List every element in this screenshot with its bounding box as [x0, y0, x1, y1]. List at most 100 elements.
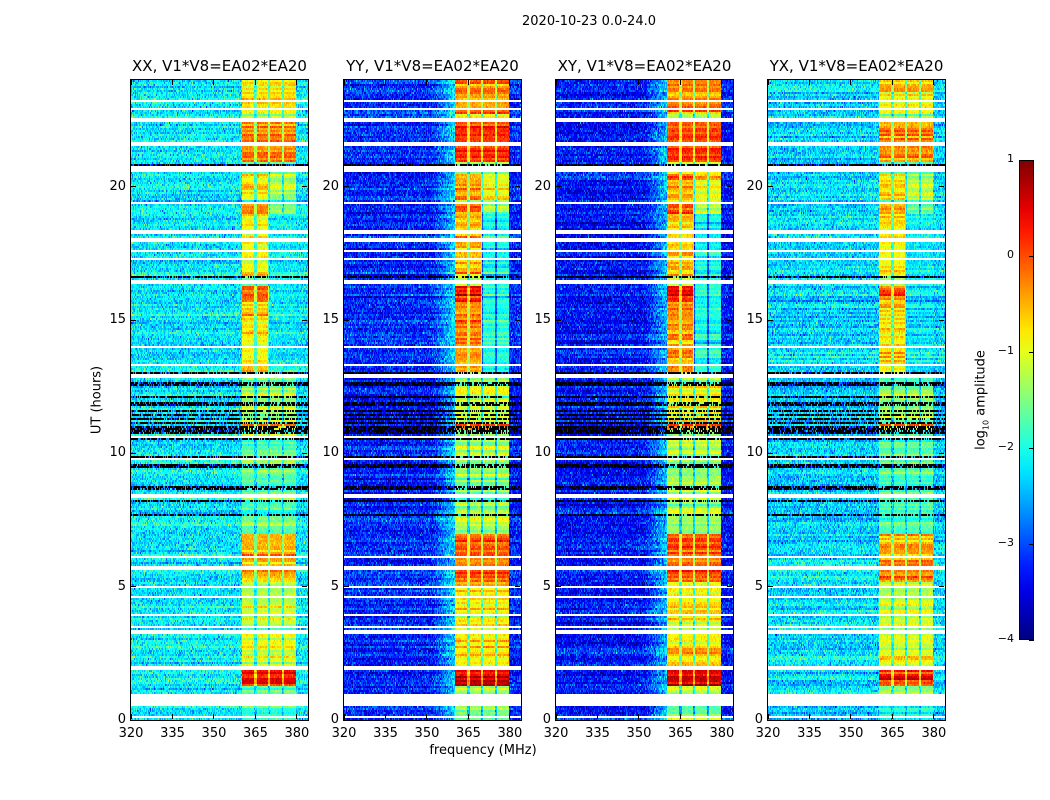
colorbar-tick-label: −4 — [997, 632, 1014, 645]
panel-yx: YX, V1*V8=EA02*EA20 320 335 350 365 380 0 5 10 1… — [746, 57, 946, 741]
x-tick-mark — [384, 80, 386, 85]
x-tick-mark — [721, 80, 723, 85]
x-tick-label: 335 — [160, 726, 185, 741]
y-tick-mark — [556, 319, 561, 321]
y-tick-mark — [302, 319, 307, 321]
y-tick-mark — [939, 719, 944, 721]
x-tick-mark — [679, 714, 681, 719]
x-tick-mark — [767, 714, 769, 719]
x-tick-label: 365 — [456, 726, 481, 741]
y-tick-mark — [768, 719, 773, 721]
x-tick-mark — [213, 80, 215, 85]
x-tick-mark — [213, 714, 215, 719]
panel-xy: XY, V1*V8=EA02*EA20 320 335 350 365 380 0 5 10 1… — [534, 57, 734, 741]
y-tick-label: 0 — [117, 712, 126, 727]
panel-title: YX, V1*V8=EA02*EA20 — [769, 57, 944, 75]
y-tick-label: 0 — [330, 712, 339, 727]
x-tick-label: 320 — [755, 726, 781, 741]
colorbar-label: log10 amplitude — [974, 350, 991, 450]
x-tick-mark — [467, 80, 469, 85]
y-tick-label: 10 — [534, 445, 551, 461]
y-tick-label: 0 — [754, 712, 763, 727]
x-tick-label: 335 — [585, 726, 610, 741]
y-tick-mark — [344, 586, 349, 588]
x-tick-label: 320 — [331, 726, 357, 741]
x-tick-mark — [933, 714, 935, 719]
y-tick-mark — [768, 586, 773, 588]
y-tick-label: 10 — [109, 445, 126, 461]
y-tick-mark — [727, 452, 732, 454]
x-tick-mark — [638, 80, 640, 85]
panel-title: XX, V1*V8=EA02*EA20 — [132, 57, 307, 75]
x-tick-label: 365 — [668, 726, 693, 741]
colorbar-tick-mark — [1029, 447, 1034, 449]
y-tick-label: 15 — [109, 312, 126, 327]
heatmap-yy — [344, 80, 521, 720]
colorbar-tick-label: −2 — [997, 440, 1014, 453]
colorbar-label-suffix: amplitude — [973, 350, 989, 420]
y-tick-mark — [939, 319, 944, 321]
y-tick-mark — [515, 452, 520, 454]
x-tick-mark — [130, 714, 132, 719]
y-tick-label: 15 — [534, 312, 551, 327]
x-tick-label: 350 — [414, 726, 440, 741]
y-tick-mark — [939, 186, 944, 188]
x-tick-label: 380 — [921, 726, 947, 741]
colorbar-label-log: log — [973, 430, 989, 450]
x-tick-label: 320 — [543, 726, 569, 741]
y-tick-mark — [344, 719, 349, 721]
y-tick-mark — [344, 452, 349, 454]
panel-xx: XX, V1*V8=EA02*EA20 320 335 350 365 380 0 5 10 1… — [109, 57, 309, 741]
y-tick-mark — [131, 452, 136, 454]
x-tick-mark — [850, 714, 852, 719]
colorbar-tick-mark — [1029, 543, 1034, 545]
panel-title: YY, V1*V8=EA02*EA20 — [346, 57, 519, 75]
x-tick-label: 350 — [201, 726, 227, 741]
y-tick-mark — [727, 319, 732, 321]
x-tick-label: 350 — [626, 726, 652, 741]
colorbar-tick-mark — [1029, 351, 1034, 353]
y-tick-mark — [515, 186, 520, 188]
x-tick-mark — [850, 80, 852, 85]
y-tick-mark — [768, 319, 773, 321]
y-tick-label: 15 — [322, 312, 339, 327]
y-tick-mark — [302, 452, 307, 454]
x-tick-mark — [596, 80, 598, 85]
colorbar-tick-mark — [1029, 159, 1034, 161]
colorbar-tick-label: −3 — [997, 536, 1014, 549]
colorbar-tick-mark — [1029, 639, 1034, 641]
y-tick-label: 10 — [746, 445, 763, 461]
x-tick-mark — [254, 714, 256, 719]
colorbar-tick-label: 1 — [1007, 152, 1014, 165]
x-tick-mark — [808, 714, 810, 719]
y-tick-mark — [727, 586, 732, 588]
x-tick-mark — [808, 80, 810, 85]
x-tick-mark — [296, 80, 298, 85]
y-tick-label: 20 — [534, 178, 551, 194]
x-tick-mark — [343, 80, 345, 85]
x-tick-mark — [891, 80, 893, 85]
y-tick-label: 20 — [109, 178, 126, 194]
y-tick-mark — [302, 186, 307, 188]
x-axis-label: frequency (MHz) — [429, 743, 537, 758]
y-tick-mark — [939, 586, 944, 588]
x-tick-label: 320 — [118, 726, 144, 741]
y-tick-label: 20 — [746, 178, 763, 194]
heatmap-yx — [768, 80, 945, 720]
y-tick-mark — [939, 452, 944, 454]
colorbar — [1019, 160, 1034, 640]
x-tick-label: 380 — [284, 726, 310, 741]
x-tick-label: 380 — [709, 726, 735, 741]
heatmap-xy — [556, 80, 733, 720]
x-tick-mark — [296, 714, 298, 719]
x-tick-label: 335 — [373, 726, 398, 741]
x-tick-label: 365 — [243, 726, 268, 741]
y-tick-mark — [344, 186, 349, 188]
x-tick-mark — [933, 80, 935, 85]
x-tick-mark — [767, 80, 769, 85]
y-tick-mark — [556, 186, 561, 188]
y-tick-mark — [556, 452, 561, 454]
y-tick-mark — [131, 586, 136, 588]
y-tick-mark — [556, 586, 561, 588]
x-tick-mark — [426, 714, 428, 719]
